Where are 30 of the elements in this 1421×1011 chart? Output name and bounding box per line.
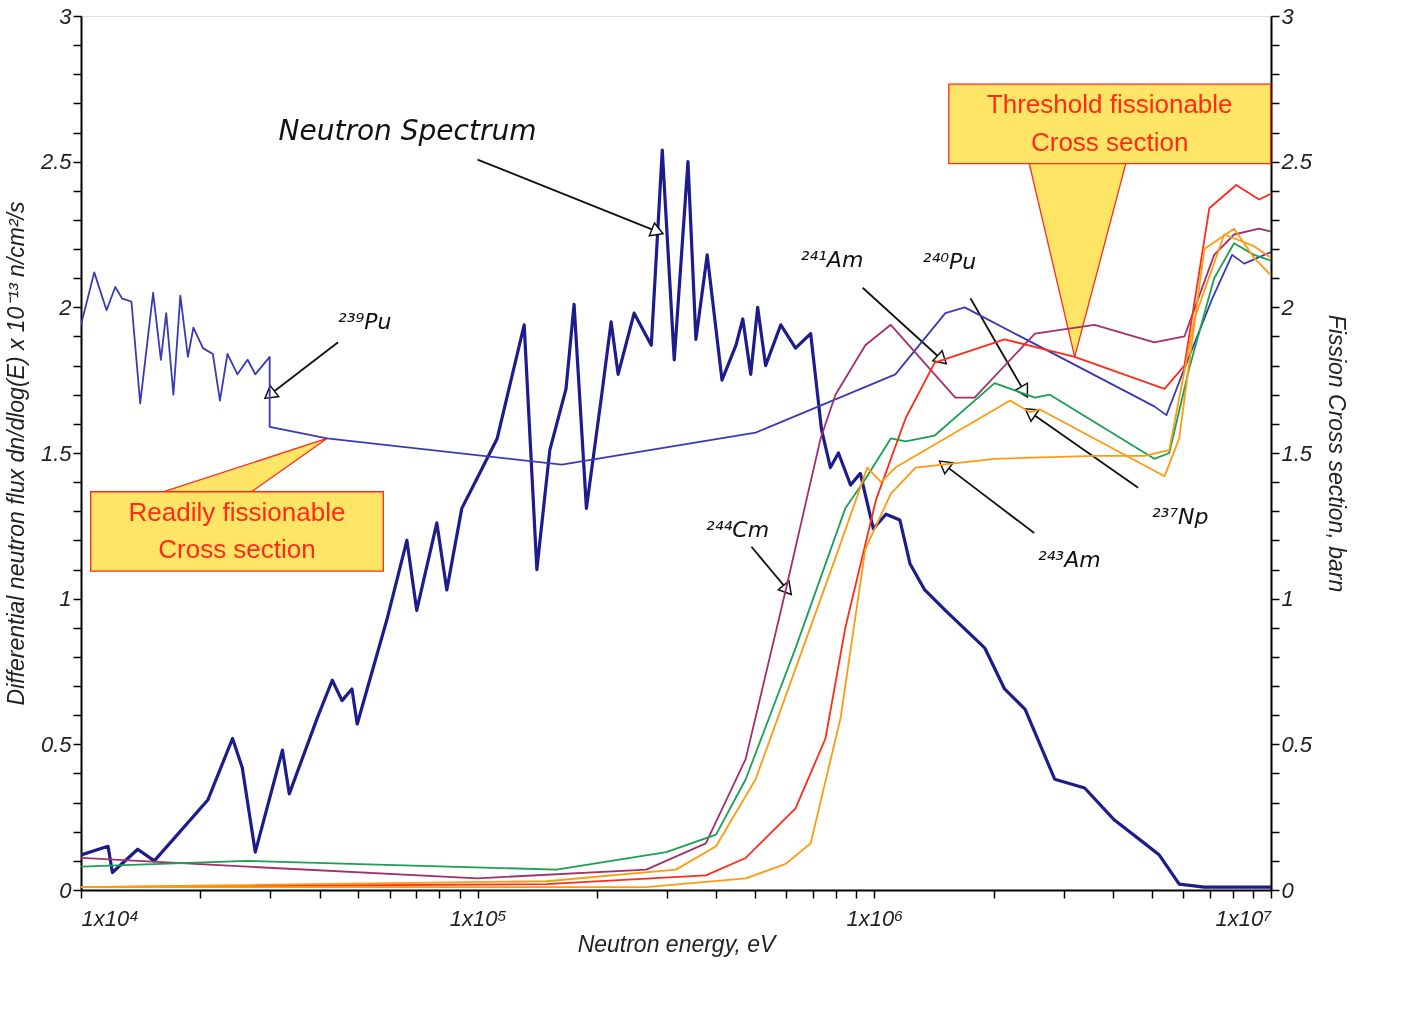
y-tick-label: 2.5	[39, 149, 73, 175]
y-tick-label: 0.5	[40, 731, 73, 757]
y2-tick-label: 0	[1281, 877, 1295, 903]
x-axis-title: Neutron energy, eV	[577, 930, 779, 957]
y2-tick-label: 1	[1281, 586, 1294, 612]
y-tick-label: 3	[59, 3, 73, 29]
annotation: ²³⁷Np	[1151, 504, 1209, 530]
annotation: Threshold fissionable Cross section	[986, 89, 1233, 157]
x-tick-label: 1x10⁴	[81, 905, 139, 931]
y-tick-label: 0	[59, 877, 73, 903]
y-tick-label: 1.5	[40, 440, 73, 466]
annotation: ²³⁹Pu	[337, 308, 392, 334]
x-tick-label: 1x10⁷	[1215, 905, 1273, 931]
y-axis-title: Differential neutron flux dn/dlog(E) x 10⁻¹³ n/cm²/s	[2, 201, 29, 706]
annotation: Readily fissionable Cross section	[128, 496, 346, 565]
y2-axis-title: Fission Cross section, barn	[1324, 314, 1351, 593]
x-tick-label: 1x10⁶	[846, 905, 904, 931]
y2-tick-label: 0.5	[1281, 731, 1313, 757]
y2-tick-label: 1.5	[1281, 440, 1313, 466]
y-tick-label: 1	[59, 586, 72, 612]
annotation: ²⁴³Am	[1037, 546, 1101, 572]
y2-tick-label: 2.5	[1280, 149, 1313, 175]
annotation: ²⁴¹Am	[800, 246, 864, 272]
y2-tick-label: 2	[1280, 294, 1294, 320]
y2-tick-label: 3	[1281, 3, 1295, 29]
annotation: ²⁴⁰Pu	[922, 248, 977, 274]
annotation: ²⁴⁴Cm	[705, 516, 770, 542]
x-tick-label: 1x10⁵	[449, 905, 507, 931]
y-tick-label: 2	[58, 294, 72, 320]
annotation: Neutron Spectrum	[278, 113, 537, 147]
